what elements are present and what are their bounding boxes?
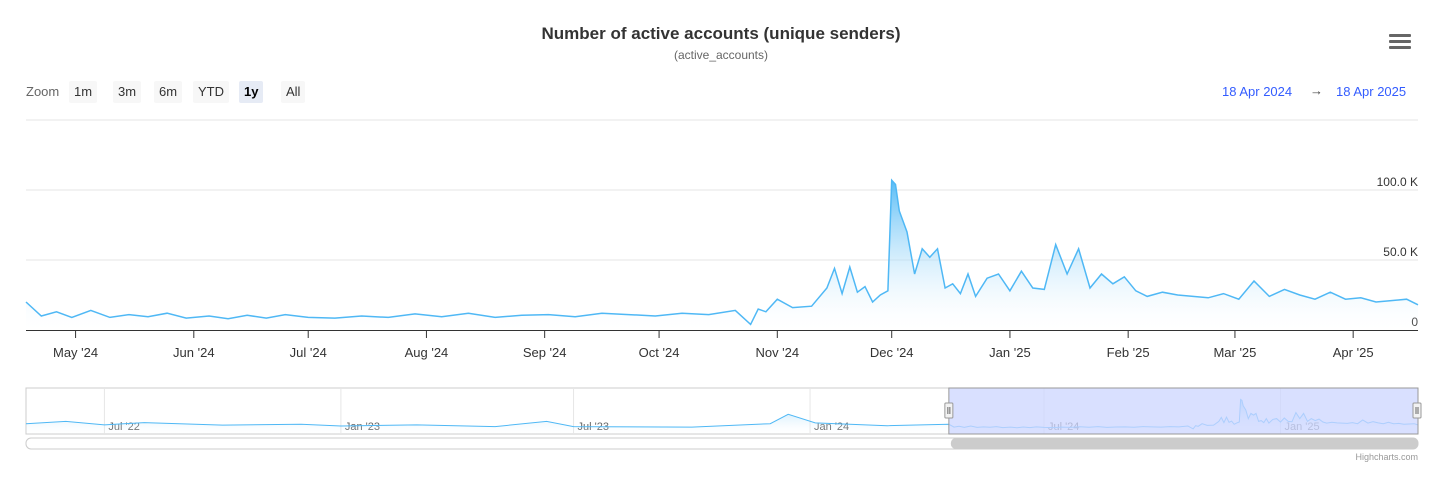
navigator-tick-label: Jan '25	[1284, 421, 1319, 433]
navigator-tick-label: Jul '23	[578, 421, 609, 433]
y-tick-label: 0	[1411, 315, 1418, 329]
x-tick-label: Aug '24	[405, 345, 449, 360]
x-tick-label: Mar '25	[1213, 345, 1256, 360]
navigator-tick-label: Jul '22	[108, 421, 139, 433]
navigator-tick-label: Jan '24	[814, 421, 849, 433]
credits-link[interactable]: Highcharts.com	[1355, 452, 1418, 462]
x-tick-label: Dec '24	[870, 345, 914, 360]
range-button-1y[interactable]: 1y	[239, 81, 264, 103]
range-button-ytd[interactable]: YTD	[193, 81, 229, 103]
navigator-left-handle[interactable]	[944, 402, 954, 419]
x-tick-label: Jun '24	[173, 345, 215, 360]
series-line	[25, 178, 1419, 326]
navigator-line	[25, 398, 1419, 430]
x-tick-label: Oct '24	[639, 345, 680, 360]
x-tick-label: Sep '24	[523, 345, 567, 360]
y-tick-label: 50.0 K	[1383, 245, 1418, 259]
range-from-input[interactable]: 18 Apr 2024	[1222, 84, 1293, 99]
range-button-6m[interactable]: 6m	[154, 81, 183, 103]
chart-title: Number of active accounts (unique sender…	[541, 24, 901, 43]
range-button-1m[interactable]: 1m	[69, 81, 98, 103]
area-fill	[26, 180, 1418, 330]
main-plot-area[interactable]: 0 50.0 K 100.0 K May '24 Jun '24 Jul '24 Aug '…	[25, 119, 1419, 360]
navigator-right-handle[interactable]	[1412, 402, 1422, 419]
navigator-outline	[25, 387, 1419, 435]
menu-bar	[1389, 34, 1411, 37]
scrollbar-track[interactable]	[25, 437, 1419, 450]
x-tick-label: Nov '24	[755, 345, 799, 360]
y-tick-label: 100.0 K	[1377, 175, 1418, 189]
navigator[interactable]: Jul '22 Jan '23 Jul '23 Jan '24 Jul '24 Jan '…	[25, 387, 1422, 450]
range-button-all[interactable]: All	[281, 81, 306, 103]
menu-bar	[1389, 40, 1411, 43]
x-tick-label: Feb '25	[1107, 345, 1150, 360]
scrollbar-thumb[interactable]	[950, 438, 1418, 449]
navigator-selection	[948, 387, 1419, 435]
chart-subtitle: (active_accounts)	[673, 48, 769, 62]
navigator-area	[26, 399, 1418, 434]
range-button-3m[interactable]: 3m	[113, 81, 142, 103]
zoom-label: Zoom	[26, 84, 60, 99]
menu-bar	[1389, 46, 1411, 49]
range-arrow: →	[1310, 83, 1323, 98]
range-to-input[interactable]: 18 Apr 2025	[1336, 84, 1407, 99]
x-tick-label: Apr '25	[1333, 345, 1374, 360]
x-tick-label: Jan '25	[989, 345, 1031, 360]
hamburger-menu-icon[interactable]	[1389, 34, 1411, 52]
x-tick-label: Jul '24	[290, 345, 327, 360]
x-tick-label: May '24	[53, 345, 98, 360]
navigator-tick-label: Jul '24	[1048, 421, 1079, 433]
navigator-tick-label: Jan '23	[345, 421, 380, 433]
